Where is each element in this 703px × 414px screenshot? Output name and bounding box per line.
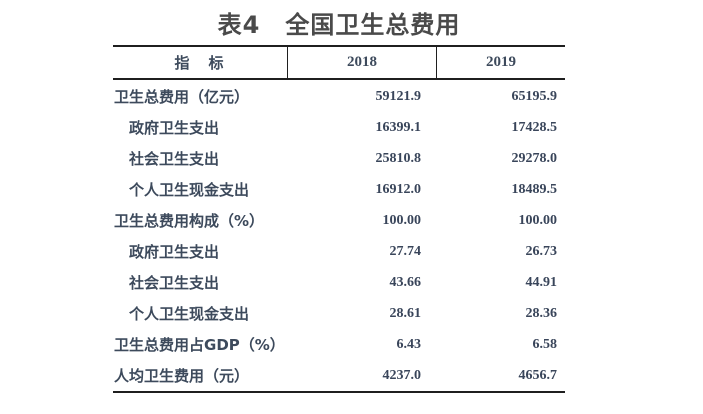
row-value-2019: 26.73 [525,243,558,259]
row-label: 政府卫生支出 [129,243,220,261]
row-value-2019: 29278.0 [511,150,558,166]
row-label: 社会卫生支出 [129,150,220,168]
national-health-expenditure-table: 指 标 2018 2019 卫生总费用（亿元） 59121.9 65195.9 … [113,45,565,393]
table-row: 卫生总费用（亿元） 59121.9 65195.9 [113,81,565,112]
header-cell-indicator: 指 标 [113,47,288,78]
row-value-2018: 59121.9 [375,88,422,104]
header-cell-2019: 2019 [486,54,516,70]
row-label: 卫生总费用构成（%） [114,212,265,230]
row-label: 社会卫生支出 [129,274,220,292]
table-row: 社会卫生支出 43.66 44.91 [113,267,565,298]
row-label: 卫生总费用（亿元） [114,88,250,106]
table-header-row: 指 标 2018 2019 [113,47,565,80]
row-label: 人均卫生费用（元） [114,367,250,385]
row-label: 个人卫生现金支出 [129,181,250,199]
row-value-2018: 28.61 [389,305,422,321]
row-value-2018: 25810.8 [375,150,422,166]
row-label: 个人卫生现金支出 [129,305,250,323]
table-body: 卫生总费用（亿元） 59121.9 65195.9 政府卫生支出 16399.1… [113,80,565,391]
row-value-2019: 17428.5 [511,119,558,135]
table-row: 人均卫生费用（元） 4237.0 4656.7 [113,360,565,391]
header-cell-2018: 2018 [288,47,437,78]
row-value-2019: 65195.9 [511,88,558,104]
row-value-2018: 27.74 [389,243,422,259]
row-value-2018: 16399.1 [375,119,422,135]
row-value-2018: 6.43 [396,336,422,352]
row-label: 卫生总费用占GDP（%） [114,336,285,354]
row-value-2018: 100.00 [382,212,422,228]
row-value-2019: 28.36 [525,305,558,321]
table-row: 政府卫生支出 27.74 26.73 [113,236,565,267]
table-row: 个人卫生现金支出 16912.0 18489.5 [113,174,565,205]
table-title: 表4 全国卫生总费用 [217,11,461,39]
row-value-2019: 18489.5 [511,181,558,197]
row-value-2018: 4237.0 [382,367,422,383]
row-value-2018: 16912.0 [375,181,422,197]
row-value-2019: 6.58 [532,336,558,352]
table-row: 个人卫生现金支出 28.61 28.36 [113,298,565,329]
row-label: 政府卫生支出 [129,119,220,137]
row-value-2019: 100.00 [518,212,558,228]
row-value-2019: 4656.7 [518,367,558,383]
table-row: 卫生总费用占GDP（%） 6.43 6.58 [113,329,565,360]
row-value-2018: 43.66 [389,274,422,290]
table-row: 卫生总费用构成（%） 100.00 100.00 [113,205,565,236]
table-row: 社会卫生支出 25810.8 29278.0 [113,143,565,174]
row-value-2019: 44.91 [525,274,558,290]
table-row: 政府卫生支出 16399.1 17428.5 [113,112,565,143]
